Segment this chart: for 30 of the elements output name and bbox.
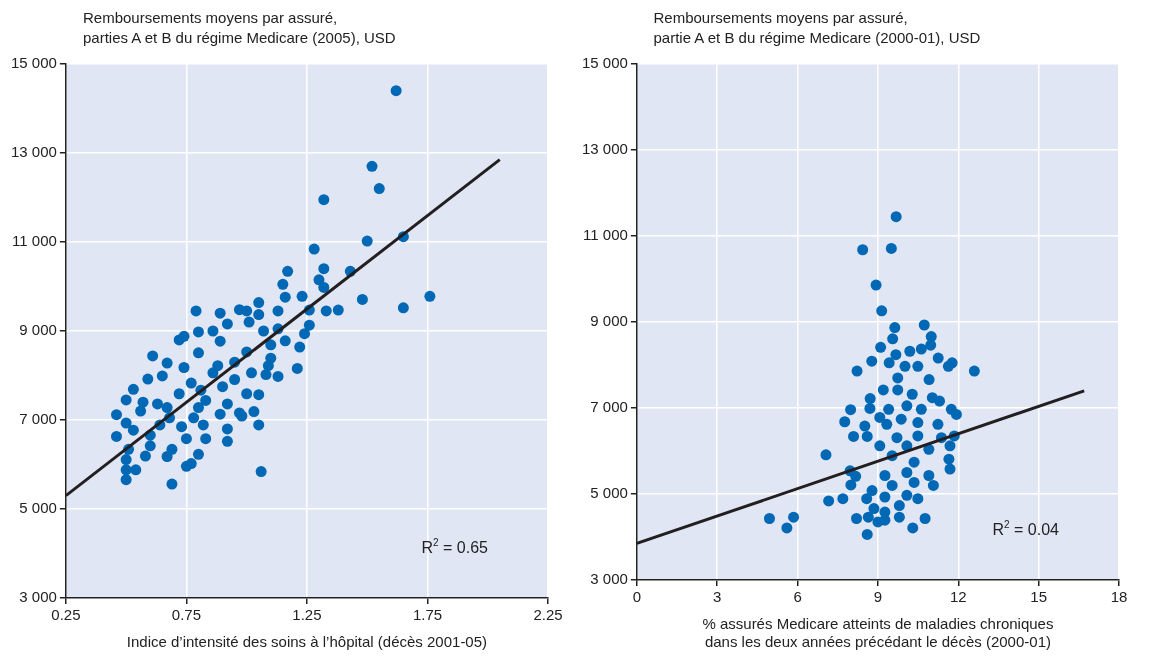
y-tick-label: 9 000	[19, 321, 57, 339]
y-tick-label: 3 000	[19, 588, 57, 606]
y-tick-label: 11 000	[582, 226, 628, 244]
y-tick-label: 3 000	[589, 570, 628, 588]
x-tick-label: 0.75	[171, 606, 202, 624]
y-tick-label: 13 000	[10, 143, 57, 161]
x-tick-label: 1.25	[292, 606, 322, 624]
x-tick-label: 15	[1029, 588, 1047, 606]
x-tick-label: 18	[1110, 588, 1127, 606]
y-tick-label: 11 000	[12, 232, 57, 250]
x-axis-title: Indice d’intensité des soins à l’hôpital (décès 2001-05)	[126, 633, 488, 651]
x-tick-label: 3	[712, 588, 721, 606]
x-tick-label: 2.25	[533, 606, 563, 624]
x-tick-label: 12	[949, 588, 967, 606]
y-tick-label: 13 000	[581, 140, 628, 158]
x-tick-label: 0	[632, 588, 641, 606]
x-tick-label: 0.25	[51, 606, 81, 624]
y-tick-label: 15 000	[581, 54, 628, 72]
y-axis-title: Remboursements moyens par assuré, parties A et B du régime Medicare (2005), USD	[83, 8, 397, 48]
y-tick-label: 7 000	[589, 398, 628, 416]
y-tick-label: 9 000	[589, 312, 628, 330]
y-tick-label: 7 000	[19, 410, 57, 428]
x-tick-label: 6	[792, 588, 802, 606]
y-tick-label: 5 000	[589, 484, 628, 502]
y-tick-label: 5 000	[19, 499, 57, 517]
x-tick-label: 1.75	[412, 606, 443, 624]
y-axis-title: Remboursements moyens par assuré, partie A et B du régime Medicare (2000-01), USD	[653, 8, 982, 48]
x-tick-label: 9	[873, 588, 882, 606]
y-tick-label: 15 000	[10, 54, 57, 72]
x-axis-title: % assurés Medicare atteints de maladies chroniques dans les deux années précédant le décès (2000-01)	[701, 615, 1053, 651]
